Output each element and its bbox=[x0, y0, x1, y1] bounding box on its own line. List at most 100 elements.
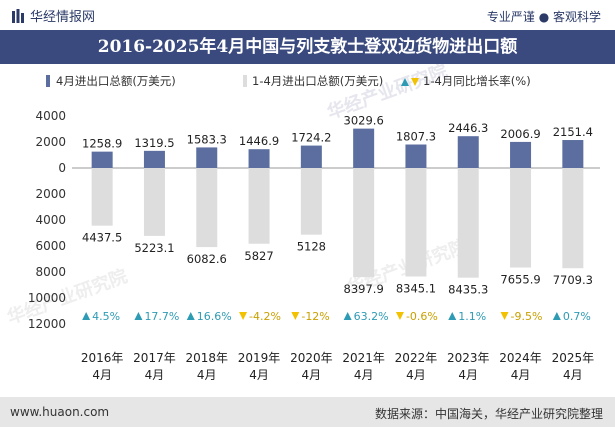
data-label-monthly: 2151.4 bbox=[553, 125, 593, 139]
data-label-monthly: 3029.6 bbox=[344, 114, 384, 128]
bar-monthly bbox=[457, 136, 479, 168]
bar-monthly bbox=[510, 141, 532, 168]
data-label-cumulative: 8435.3 bbox=[448, 283, 488, 297]
growth-rate-label: 4.5% bbox=[92, 310, 120, 323]
x-tick-label: 4月 bbox=[458, 368, 478, 382]
bar-monthly bbox=[405, 144, 427, 168]
legend-label-cumulative: 1-4月进出口总额(万美元) bbox=[252, 74, 383, 88]
growth-rate-label: -0.6% bbox=[406, 310, 438, 323]
y-tick-label: 6000 bbox=[35, 239, 66, 253]
data-label-cumulative: 7655.9 bbox=[500, 273, 540, 287]
footer-website: www.huaon.com bbox=[10, 405, 110, 419]
y-tick-label: 4000 bbox=[35, 213, 66, 227]
x-tick-label: 2018年 bbox=[185, 351, 228, 365]
y-axis: 4000 2000 0 2000 4000 6000 8000 10000 12000 bbox=[28, 109, 600, 331]
y-tick-label: 4000 bbox=[35, 109, 66, 123]
bar-monthly bbox=[300, 145, 322, 168]
x-tick-label: 4月 bbox=[145, 368, 165, 382]
growth-rate-label: 1.1% bbox=[458, 310, 486, 323]
growth-up-triangle-icon bbox=[552, 312, 561, 320]
data-label-monthly: 1319.5 bbox=[134, 136, 174, 150]
growth-down-triangle-icon bbox=[239, 312, 248, 320]
x-tick-label: 2025年 bbox=[552, 351, 595, 365]
y-tick-label: 2000 bbox=[35, 135, 66, 149]
data-label-cumulative: 4437.5 bbox=[82, 231, 122, 245]
x-tick-label: 4月 bbox=[197, 368, 217, 382]
growth-rate-label: -12% bbox=[301, 310, 329, 323]
bar-monthly bbox=[91, 151, 113, 168]
growth-rate-label: 16.6% bbox=[197, 310, 232, 323]
footer: www.huaon.com 数据来源：中国海关，华经产业研究院整理 bbox=[0, 397, 615, 427]
growth-rate-label: 63.2% bbox=[354, 310, 389, 323]
series-cumulative-bars bbox=[91, 168, 584, 278]
series-monthly-bars bbox=[91, 128, 584, 168]
top-bar: 华经情报网 专业严谨 ● 客观科学 bbox=[0, 0, 615, 30]
x-tick-label: 4月 bbox=[249, 368, 269, 382]
legend-down-triangle-icon bbox=[411, 78, 419, 86]
data-label-cumulative: 5827 bbox=[244, 249, 273, 263]
x-tick-label: 2020年 bbox=[290, 351, 333, 365]
growth-up-triangle-icon bbox=[82, 312, 91, 320]
chart: 华经产业研究院 华经产业研究院 华经产业研究院 4月进出口总额(万美元)1-4月… bbox=[4, 64, 600, 382]
bar-cumulative bbox=[405, 168, 427, 277]
growth-rate-label: 17.7% bbox=[144, 310, 179, 323]
data-label-cumulative: 8345.1 bbox=[396, 281, 436, 295]
growth-up-triangle-icon bbox=[343, 312, 352, 320]
brand-name: 华经情报网 bbox=[30, 10, 96, 25]
data-label-monthly: 1446.9 bbox=[239, 134, 279, 148]
y-tick-label: 2000 bbox=[35, 187, 66, 201]
slogan: 专业严谨 ● 客观科学 bbox=[486, 10, 601, 24]
x-tick-label: 2024年 bbox=[499, 351, 542, 365]
chart-title: 2016-2025年4月中国与列支敦士登双边货物进出口额 bbox=[0, 30, 615, 64]
brand-logo-icon bbox=[12, 9, 24, 23]
bar-monthly bbox=[196, 147, 218, 168]
growth-up-triangle-icon bbox=[186, 312, 195, 320]
y-tick-label: 10000 bbox=[28, 291, 66, 305]
growth-rate-label: -9.5% bbox=[511, 310, 543, 323]
data-label-monthly: 1724.2 bbox=[291, 131, 331, 145]
legend-swatch-cumulative bbox=[243, 75, 247, 87]
legend: 4月进出口总额(万美元) 1-4月进出口总额(万美元) 1-4月同比增长率(%) bbox=[46, 74, 531, 88]
x-tick-label: 2022年 bbox=[395, 351, 438, 365]
bar-cumulative bbox=[510, 168, 532, 268]
growth-rate-label: -4.2% bbox=[249, 310, 281, 323]
x-tick-label: 4月 bbox=[406, 368, 426, 382]
bar-cumulative bbox=[300, 168, 322, 235]
bar-monthly bbox=[562, 140, 584, 168]
x-tick-label: 2016年 bbox=[81, 351, 124, 365]
bar-cumulative bbox=[457, 168, 479, 278]
series-monthly-labels: 1258.9 1319.5 1583.3 1446.9 1724.2 3029.6 1807… bbox=[82, 114, 593, 151]
growth-down-triangle-icon bbox=[395, 312, 404, 320]
bar-monthly bbox=[143, 150, 165, 168]
x-tick-label: 2019年 bbox=[238, 351, 281, 365]
brand: 华经情报网 bbox=[12, 6, 95, 25]
series-cumulative-labels: 4437.5 5223.1 6082.6 5827 5128 8397.9 8345.1 84… bbox=[82, 231, 593, 297]
x-tick-label: 4月 bbox=[354, 368, 374, 382]
x-tick-label: 4月 bbox=[92, 368, 112, 382]
data-label-monthly: 1583.3 bbox=[187, 132, 227, 146]
y-tick-label: 12000 bbox=[28, 317, 66, 331]
bar-cumulative bbox=[353, 168, 375, 278]
bar-monthly bbox=[248, 149, 270, 168]
data-label-cumulative: 5128 bbox=[297, 240, 326, 254]
x-tick-label: 2021年 bbox=[342, 351, 385, 365]
data-label-monthly: 2446.3 bbox=[448, 121, 488, 135]
legend-label-growth: 1-4月同比增长率(%) bbox=[423, 74, 531, 88]
bar-cumulative bbox=[196, 168, 218, 248]
data-label-cumulative: 5223.1 bbox=[134, 241, 174, 255]
x-tick-label: 2017年 bbox=[133, 351, 176, 365]
y-tick-label: 8000 bbox=[35, 265, 66, 279]
x-tick-label: 4月 bbox=[511, 368, 531, 382]
bar-cumulative bbox=[91, 168, 113, 226]
growth-up-triangle-icon bbox=[448, 312, 457, 320]
growth-up-triangle-icon bbox=[134, 312, 143, 320]
growth-rate-label: 0.7% bbox=[563, 310, 591, 323]
growth-rate-row: 4.5% 17.7% 16.6% -4.2% -12% 63.2% -0.6% 1.1% -9.… bbox=[82, 310, 591, 323]
data-label-cumulative: 6082.6 bbox=[187, 252, 227, 266]
data-label-cumulative: 8397.9 bbox=[344, 282, 384, 296]
bar-cumulative bbox=[562, 168, 584, 269]
x-tick-label: 4月 bbox=[563, 368, 583, 382]
data-label-cumulative: 7709.3 bbox=[553, 273, 593, 287]
x-tick-label: 2023年 bbox=[447, 351, 490, 365]
y-tick-label: 0 bbox=[58, 161, 66, 175]
